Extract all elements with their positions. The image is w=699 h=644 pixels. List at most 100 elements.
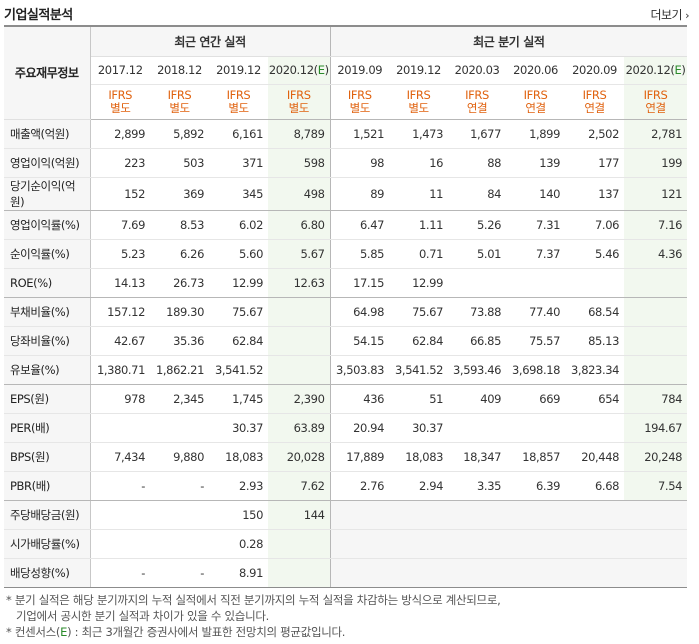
table-cell: 75.57 [506,326,566,356]
table-cell [506,413,566,443]
table-cell: 8.53 [150,210,209,240]
table-cell: 3,541.52 [209,355,268,385]
row-label: 당기순이익(억원) [4,177,91,211]
standard-name: IFRS [582,87,607,102]
table-cell: 4.36 [624,239,688,269]
table-cell: 598 [268,148,331,178]
more-link[interactable]: 더보기 › [650,6,689,23]
standard-scope: 연결 [645,100,666,115]
row-label: 주당배당금(원) [4,500,91,530]
table-cell: 3.35 [448,471,507,501]
table-cell: 669 [506,384,566,414]
table-cell: 978 [90,384,150,414]
table-cell: 98 [330,148,390,178]
table-row: 당기순이익(억원) 152 369 345 498 89 11 84 140 137 121 [4,177,688,211]
table-cell: 5.23 [90,239,150,269]
table-cell [624,268,688,298]
table-cell: 62.84 [389,326,449,356]
table-cell: 654 [565,384,625,414]
table-cell [90,529,150,559]
table-row: 부채비율(%) 157.12 189.30 75.67 64.98 75.67 73.88 7… [4,297,688,327]
table-cell: 436 [330,384,390,414]
table-cell [565,500,625,530]
table-cell: 16 [389,148,449,178]
row-label: PER(배) [4,413,91,443]
table-cell: 503 [150,148,209,178]
table-row: PER(배) 30.37 63.89 20.94 30.37 194.67 [4,413,688,443]
table-cell [90,413,150,443]
table-cell: 199 [624,148,688,178]
table-cell: 85.13 [565,326,625,356]
table-cell: 7,434 [90,442,150,472]
table-cell: 7.31 [506,210,566,240]
table-cell: 6.68 [565,471,625,501]
table-cell: 42.67 [90,326,150,356]
table-cell: 35.36 [150,326,209,356]
table-row: 주당배당금(원) 150 144 [4,500,688,530]
period-header-row: 2017.12 2018.12 2019.12 2020.12(E) 2019.09 20… [4,56,688,85]
table-row: ROE(%) 14.13 26.73 12.99 12.63 17.15 12.99 [4,268,688,298]
row-label: 부채비율(%) [4,297,91,327]
table-cell: 784 [624,384,688,414]
table-cell: 5,892 [150,119,209,149]
table-cell: 409 [448,384,507,414]
table-row: EPS(원) 978 2,345 1,745 2,390 436 51 409 669 654 78… [4,384,688,414]
accounting-standard: IFRS 별도 [150,84,209,120]
standard-scope: 별도 [110,100,131,115]
table-cell: 5.67 [268,239,331,269]
period-header: 2020.06 [506,56,566,85]
estimate-mark: E [60,625,68,639]
table-cell: 1,521 [330,119,390,149]
row-label: PBR(배) [4,471,91,501]
table-cell: 7.37 [506,239,566,269]
more-link-label: 더보기 [650,8,683,22]
table-cell: 3,593.46 [448,355,507,385]
table-cell: 88 [448,148,507,178]
table-cell: 2.93 [209,471,268,501]
table-cell: 18,857 [506,442,566,472]
table-cell: 5.85 [330,239,390,269]
table-cell: 73.88 [448,297,507,327]
standard-header-row: IFRS 별도 IFRS 별도 IFRS 별도 IFRS 별도 IFRS 별도 IFRS 별도 IFRS… [4,84,688,120]
table-cell: 1,380.71 [90,355,150,385]
table-cell: 12.99 [389,268,449,298]
table-cell: 0.28 [209,529,268,559]
table-cell: 139 [506,148,566,178]
standard-name: IFRS [167,87,192,102]
table-cell: 9,880 [150,442,209,472]
table-cell [565,529,625,559]
financial-summary-table: 주요재무정보 최근 연간 실적 최근 분기 실적 2017.12 2018.12 2… [4,25,688,588]
table-cell [624,297,688,327]
table-row: 유보율(%) 1,380.71 1,862.21 3,541.52 3,503.83 3,… [4,355,688,385]
period-header: 2019.12 [209,56,268,85]
table-cell: 2,390 [268,384,331,414]
table-cell: 6.02 [209,210,268,240]
table-cell: 498 [268,177,331,211]
chevron-right-icon: › [685,9,689,22]
table-cell: 17.15 [330,268,390,298]
standard-name: IFRS [406,87,431,102]
table-cell: 7.62 [268,471,331,501]
table-cell: 18,083 [209,442,268,472]
table-cell [90,500,150,530]
table-cell: - [90,471,150,501]
table-cell: 20,028 [268,442,331,472]
table-cell: 66.85 [448,326,507,356]
table-cell [330,500,390,530]
table-cell [268,326,331,356]
period-header: 2020.12(E) [624,56,688,85]
period-header: 2020.12(E) [268,56,331,85]
table-cell: 6,161 [209,119,268,149]
table-cell: 77.40 [506,297,566,327]
accounting-standard: IFRS 별도 [330,84,390,120]
table-cell: 144 [268,500,331,530]
table-cell [624,529,688,559]
table-cell [268,558,331,588]
table-cell [448,500,507,530]
table-cell: 1.11 [389,210,449,240]
table-cell: - [150,471,209,501]
table-cell: 2,502 [565,119,625,149]
table-cell [150,529,209,559]
table-cell [448,529,507,559]
standard-name: IFRS [108,87,133,102]
